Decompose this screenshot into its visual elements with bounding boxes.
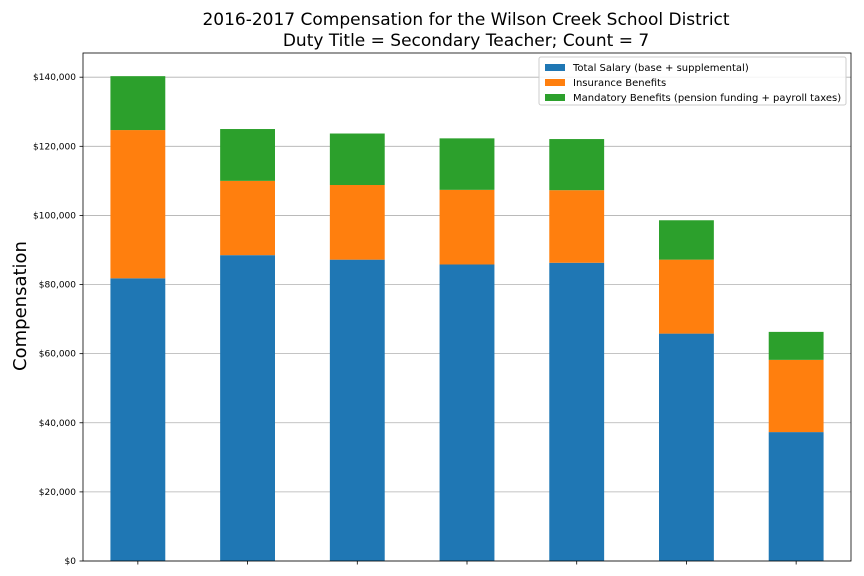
- bar-segment-insurance: [220, 180, 275, 256]
- chart-title-line1: 2016-2017 Compensation for the Wilson Cr…: [202, 10, 729, 30]
- bar-segment-insurance: [659, 259, 714, 334]
- plot-frame: [82, 52, 852, 562]
- legend-label: Mandatory Benefits (pension funding + pa…: [573, 93, 841, 104]
- legend: Total Salary (base + supplemental) Insura…: [538, 56, 847, 106]
- bar-segment-salary: [768, 432, 824, 561]
- bar-segment-salary: [329, 259, 385, 561]
- legend-swatch: [545, 94, 565, 101]
- bar-segment-insurance: [110, 130, 166, 279]
- bar-segment-salary: [110, 278, 166, 561]
- bar-segment-salary: [220, 255, 275, 561]
- bar-segment-insurance: [549, 190, 605, 263]
- y-tick-label: $80,000: [39, 281, 76, 291]
- y-tick-label: $140,000: [33, 73, 76, 83]
- y-tick-label: $0: [65, 557, 77, 567]
- y-tick-label: $40,000: [39, 419, 76, 429]
- y-tick-label: $100,000: [33, 211, 76, 221]
- bar-segment-mandatory: [439, 138, 495, 190]
- bar-segment-mandatory: [329, 133, 385, 186]
- y-tick-label: $60,000: [39, 350, 76, 360]
- bar-segment-mandatory: [549, 139, 605, 191]
- legend-label: Insurance Benefits: [573, 78, 666, 89]
- bar-segment-salary: [549, 262, 605, 561]
- bar-segment-salary: [659, 333, 714, 561]
- legend-box: [538, 56, 847, 106]
- bar-segment-salary: [439, 264, 495, 561]
- y-axis-label: Compensation: [10, 241, 31, 371]
- bar-segment-insurance: [329, 185, 385, 260]
- bar-segment-mandatory: [768, 331, 824, 360]
- axes: $0 $20,000 $40,000 $60,000 $80,000 $100,000 $1…: [33, 52, 852, 567]
- bars: [110, 76, 824, 561]
- legend-swatch: [545, 79, 565, 86]
- bar-segment-mandatory: [110, 76, 166, 131]
- legend-label: Total Salary (base + supplemental): [572, 63, 749, 74]
- chart-title-line2: Duty Title = Secondary Teacher; Count = …: [283, 31, 649, 51]
- bar-segment-insurance: [768, 359, 824, 433]
- legend-swatch: [545, 64, 565, 71]
- bar-segment-mandatory: [220, 129, 275, 181]
- y-tick-label: $120,000: [33, 142, 76, 152]
- bar-segment-mandatory: [659, 220, 714, 260]
- bar-segment-insurance: [439, 189, 495, 265]
- y-tick-label: $20,000: [39, 488, 76, 498]
